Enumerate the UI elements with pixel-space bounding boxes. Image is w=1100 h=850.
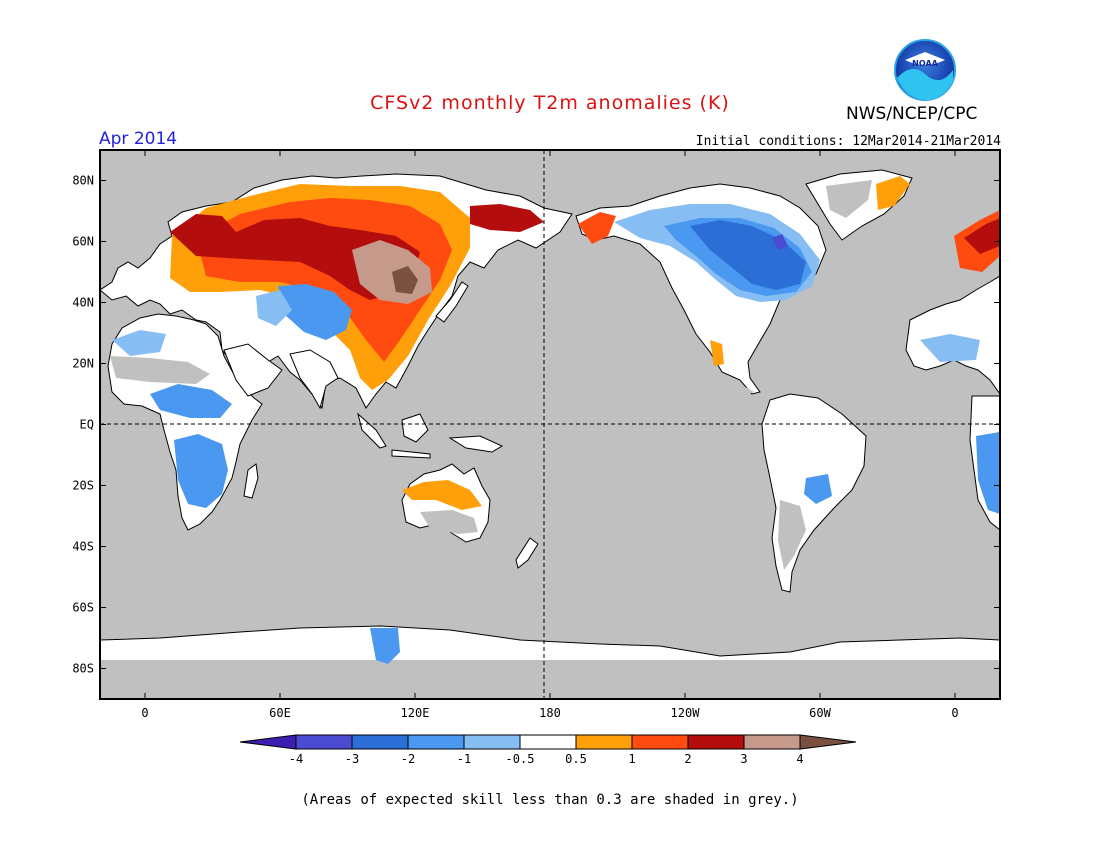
colorbar-tick-label: -3 bbox=[345, 752, 359, 766]
colorbar-max-arrow bbox=[799, 734, 857, 750]
cold-anomaly-africa-central bbox=[150, 384, 232, 418]
lat-tick-label: 20S bbox=[72, 479, 94, 493]
forecast-month: Apr 2014 bbox=[99, 129, 178, 149]
colorbar-min-arrow bbox=[239, 734, 297, 750]
colorbar-bin bbox=[463, 734, 521, 750]
lon-tick-label: 120E bbox=[401, 706, 430, 720]
land-sumatra bbox=[357, 412, 387, 449]
colorbar-tick-label: 2 bbox=[684, 752, 691, 766]
cold-anomaly-central-asia bbox=[278, 284, 352, 340]
cold-anomaly-antarctica bbox=[370, 628, 400, 664]
lat-tick-label: 40S bbox=[72, 540, 94, 554]
land-newzealand bbox=[515, 537, 539, 569]
lat-tick-label: EQ bbox=[80, 418, 94, 432]
warm-anomaly-alaska bbox=[578, 212, 616, 244]
colorbar-tick-label: -4 bbox=[289, 752, 303, 766]
logo-text: NOAA bbox=[912, 59, 938, 68]
colorbar-bin bbox=[631, 734, 689, 750]
colorbar-tick-label: 4 bbox=[796, 752, 803, 766]
low-skill-grey-australia bbox=[420, 510, 478, 534]
colorbar-tick-label: -1 bbox=[457, 752, 471, 766]
lat-tick-label: 60S bbox=[72, 601, 94, 615]
colorbar-bin bbox=[295, 734, 353, 750]
map-panel: 80N 60N 40N 20N EQ 20S 40S 60S 80S 0 60E 120E 180 12… bbox=[72, 149, 1001, 720]
noaa-logo-icon: NOAA bbox=[894, 39, 956, 101]
lon-tick-label: 180 bbox=[539, 706, 561, 720]
lon-tick-label: 0 bbox=[951, 706, 958, 720]
colorbar-tick-label: -0.5 bbox=[506, 752, 535, 766]
land-arabia bbox=[223, 343, 283, 397]
colorbar-bin bbox=[743, 734, 801, 750]
cold-anomaly-central-asia-light bbox=[256, 290, 292, 326]
low-skill-grey-greenland bbox=[826, 180, 872, 218]
lat-tick-label: 80N bbox=[72, 174, 94, 188]
colorbar-tick-label: 1 bbox=[628, 752, 635, 766]
lat-tick-label: 80S bbox=[72, 662, 94, 676]
land-newguinea bbox=[448, 435, 504, 453]
cold-anomaly-south-america bbox=[804, 474, 832, 504]
map-title: CFSv2 monthly T2m anomalies (K) bbox=[370, 92, 730, 114]
colorbar-bin bbox=[351, 734, 409, 750]
initial-conditions: Initial conditions: 12Mar2014-21Mar2014 bbox=[695, 134, 1001, 149]
colorbar-bin bbox=[519, 734, 577, 750]
land-java bbox=[391, 449, 431, 459]
organization-label: NWS/NCEP/CPC bbox=[846, 104, 978, 124]
lon-tick-label: 0 bbox=[141, 706, 148, 720]
cold-anomaly-east-edge-africa bbox=[976, 432, 1000, 514]
anomaly-patches bbox=[110, 176, 1000, 664]
cold-anomaly-africa-south bbox=[174, 434, 228, 508]
warm-anomaly-mongolia-brown bbox=[392, 266, 418, 294]
colorbar-tick-label: -2 bbox=[401, 752, 415, 766]
lat-tick-label: 20N bbox=[72, 357, 94, 371]
warm-anomaly-east-edge-europe-dark bbox=[964, 218, 1000, 254]
colorbar-bin bbox=[575, 734, 633, 750]
land-layer bbox=[100, 169, 1000, 699]
lon-tick-label: 60E bbox=[269, 706, 291, 720]
low-skill-grey-africa bbox=[110, 356, 210, 384]
low-skill-grey-seasia bbox=[384, 392, 420, 414]
warm-anomaly-australia bbox=[402, 480, 482, 510]
colorbar-bin bbox=[687, 734, 745, 750]
warm-anomaly-eurasia-darkred bbox=[170, 214, 420, 300]
cold-anomaly-sahara bbox=[112, 330, 166, 356]
cold-anomaly-canada-dark bbox=[690, 220, 806, 290]
latitude-axis: 80N 60N 40N 20N EQ 20S 40S 60S 80S bbox=[72, 174, 1000, 676]
colorbar-bin bbox=[407, 734, 465, 750]
colorbar-tick-label: 0.5 bbox=[565, 752, 587, 766]
land-madagascar bbox=[243, 463, 259, 499]
longitude-axis: 0 60E 120E 180 120W 60W 0 bbox=[141, 150, 959, 720]
warm-anomaly-greenland bbox=[876, 176, 910, 210]
colorbar: -4 -3 -2 -1 -0.5 0.5 1 2 3 4 bbox=[239, 734, 857, 766]
low-skill-grey-namerica bbox=[686, 360, 754, 396]
land-borneo bbox=[401, 413, 429, 443]
lat-tick-label: 60N bbox=[72, 235, 94, 249]
warm-anomaly-chukotka bbox=[470, 204, 544, 232]
land-japan bbox=[435, 281, 469, 323]
skill-footnote: (Areas of expected skill less than 0.3 a… bbox=[301, 792, 799, 808]
colorbar-tick-label: 3 bbox=[740, 752, 747, 766]
cold-anomaly-east-edge-sahara bbox=[920, 334, 980, 362]
warm-anomaly-mexico bbox=[710, 340, 724, 366]
lon-tick-label: 60W bbox=[809, 706, 831, 720]
lat-tick-label: 40N bbox=[72, 296, 94, 310]
cold-anomaly-hudson bbox=[772, 234, 788, 250]
low-skill-grey-samerica bbox=[778, 500, 806, 570]
lon-tick-label: 120W bbox=[671, 706, 701, 720]
land-india bbox=[289, 349, 339, 410]
